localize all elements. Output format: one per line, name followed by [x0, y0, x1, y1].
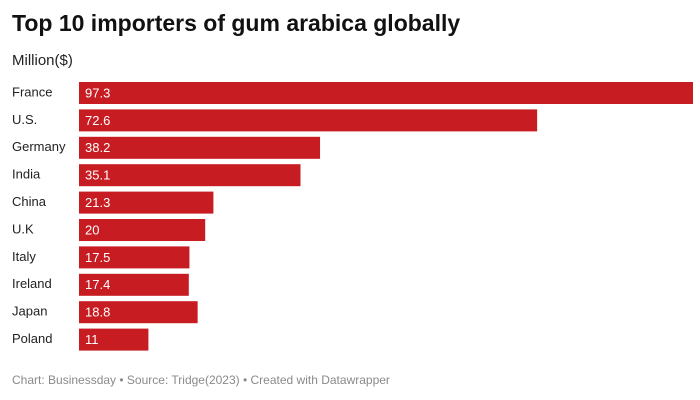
- category-label: Italy: [12, 249, 36, 264]
- bar: [79, 109, 538, 132]
- bar: [79, 246, 190, 269]
- chart-subtitle: Million($): [12, 52, 73, 69]
- value-label: 38.2: [85, 140, 110, 155]
- bar: [79, 191, 214, 214]
- bar: [79, 136, 321, 159]
- value-label: 18.8: [85, 305, 110, 320]
- value-label: 97.3: [85, 85, 110, 100]
- bar: [79, 219, 206, 241]
- category-label: Japan: [12, 304, 47, 319]
- value-label: 11: [85, 332, 99, 347]
- bar: [79, 328, 149, 351]
- chart-title: Top 10 importers of gum arabica globally: [12, 10, 460, 36]
- category-label: Germany: [12, 139, 66, 154]
- category-label: U.K: [12, 221, 34, 236]
- bar: [79, 164, 301, 187]
- category-label: Ireland: [12, 276, 52, 291]
- value-label: 21.3: [85, 195, 110, 210]
- bar: [79, 301, 198, 324]
- bar: [79, 273, 189, 296]
- value-label: 72.6: [85, 113, 110, 128]
- bar: [79, 82, 693, 104]
- chart-footer: Chart: Businessday • Source: Tridge(2023…: [12, 373, 390, 387]
- category-label: U.S.: [12, 112, 37, 127]
- value-label: 17.4: [85, 277, 110, 292]
- category-label: India: [12, 167, 41, 182]
- category-label: Poland: [12, 331, 52, 346]
- value-label: 35.1: [85, 168, 110, 183]
- value-label: 17.5: [85, 250, 110, 265]
- category-label: China: [12, 194, 47, 209]
- category-label: France: [12, 84, 52, 99]
- value-label: 20: [85, 222, 99, 237]
